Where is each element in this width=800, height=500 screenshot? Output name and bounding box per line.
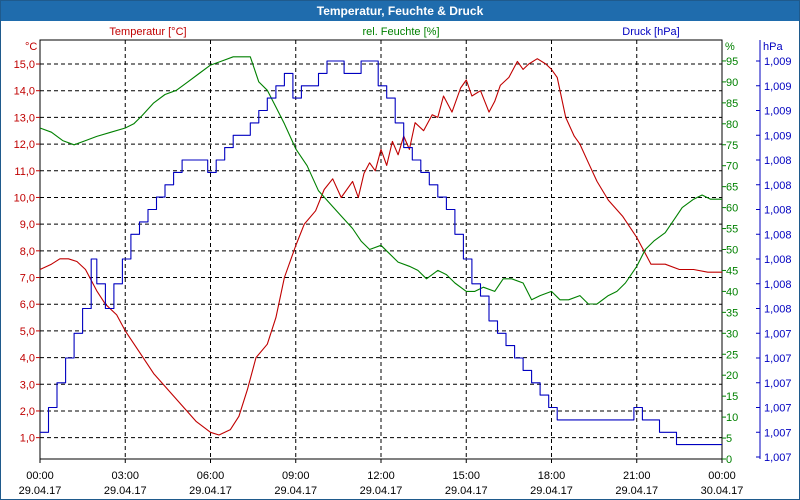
temp-tick-label: 4,0 [20,353,35,365]
x-tick-label-time: 00:00 [26,470,54,482]
temp-tick-label: 10,0 [14,192,35,204]
temp-tick-label: 14,0 [14,86,35,98]
pressure-tick-label: 1,009 [764,56,792,68]
x-tick-label-date: 29.04.17 [19,485,62,497]
pressure-tick-label: 1,007 [764,328,792,340]
humidity-tick-label: 60 [726,203,738,215]
pressure-tick-label: 1,007 [764,378,792,390]
x-tick-label-time: 18:00 [538,470,566,482]
pressure-unit-label: hPa [763,41,783,53]
humidity-tick-label: 30 [726,328,738,340]
pressure-tick-label: 1,007 [764,427,792,439]
temp-series-label: Temperatur [°C] [109,26,186,38]
humidity-tick-label: 65 [726,182,738,194]
temp-tick-label: 6,0 [20,299,35,311]
pressure-tick-label: 1,007 [764,353,792,365]
pressure-tick-label: 1,007 [764,452,792,464]
x-tick-label-date: 30.04.17 [701,485,744,497]
temp-unit-label: °C [25,41,37,53]
humidity-tick-label: 95 [726,56,738,68]
pressure-tick-label: 1,008 [764,254,792,266]
pressure-tick-label: 1,008 [764,229,792,241]
humidity-tick-label: 25 [726,349,738,361]
pressure-tick-label: 1,009 [764,130,792,142]
temp-tick-label: 3,0 [20,379,35,391]
x-tick-label-time: 21:00 [623,470,651,482]
humidity-series-label: rel. Feuchte [%] [362,26,439,38]
x-tick-label-date: 29.04.17 [445,485,488,497]
humidity-tick-label: 85 [726,98,738,110]
humidity-tick-label: 90 [726,77,738,89]
pressure-line [40,60,722,446]
temp-tick-label: 5,0 [20,326,35,338]
pressure-tick-label: 1,009 [764,81,792,93]
pressure-tick-label: 1,009 [764,106,792,118]
x-tick-label-time: 15:00 [452,470,480,482]
temp-tick-label: 1,0 [20,433,35,445]
humidity-tick-label: 75 [726,140,738,152]
x-tick-label-time: 03:00 [111,470,139,482]
temp-tick-label: 13,0 [14,112,35,124]
temperature-line [39,58,722,436]
x-tick-label-date: 29.04.17 [615,485,658,497]
x-tick-label-time: 06:00 [197,470,225,482]
pressure-tick-label: 1,007 [764,403,792,415]
humidity-tick-label: 10 [726,412,738,424]
humidity-tick-label: 0 [726,454,732,466]
humidity-tick-label: 15 [726,391,738,403]
plot-frame [39,39,723,460]
pressure-series-label: Druck [hPa] [622,26,679,38]
x-tick-label-date: 29.04.17 [530,485,573,497]
humidity-tick-label: 80 [726,119,738,131]
humidity-tick-label: 5 [726,433,732,445]
humidity-tick-label: 35 [726,307,738,319]
humidity-tick-label: 45 [726,265,738,277]
pressure-tick-label: 1,008 [764,279,792,291]
x-tick-label-date: 29.04.17 [189,485,232,497]
temp-tick-label: 12,0 [14,139,35,151]
humidity-tick-label: 40 [726,286,738,298]
humidity-tick-label: 20 [726,370,738,382]
humidity-unit-label: % [725,41,735,53]
pressure-tick-label: 1,008 [764,180,792,192]
temp-tick-label: 7,0 [20,273,35,285]
x-tick-label-date: 29.04.17 [274,485,317,497]
x-tick-label-time: 12:00 [367,470,395,482]
x-tick-label-date: 29.04.17 [360,485,403,497]
temp-tick-label: 11,0 [14,166,35,178]
temp-tick-label: 2,0 [20,406,35,418]
x-tick-label-time: 09:00 [282,470,310,482]
pressure-tick-label: 1,008 [764,304,792,316]
humidity-line [39,56,722,305]
x-tick-label-date: 29.04.17 [104,485,147,497]
temp-tick-label: 9,0 [20,219,35,231]
humidity-tick-label: 70 [726,161,738,173]
x-tick-label-time: 00:00 [708,470,736,482]
pressure-tick-label: 1,008 [764,205,792,217]
pressure-tick-label: 1,008 [764,155,792,167]
temp-tick-label: 15,0 [14,59,35,71]
temp-tick-label: 8,0 [20,246,35,258]
window-title: Temperatur, Feuchte & Druck [1,1,799,21]
humidity-tick-label: 55 [726,224,738,236]
humidity-tick-label: 50 [726,245,738,257]
